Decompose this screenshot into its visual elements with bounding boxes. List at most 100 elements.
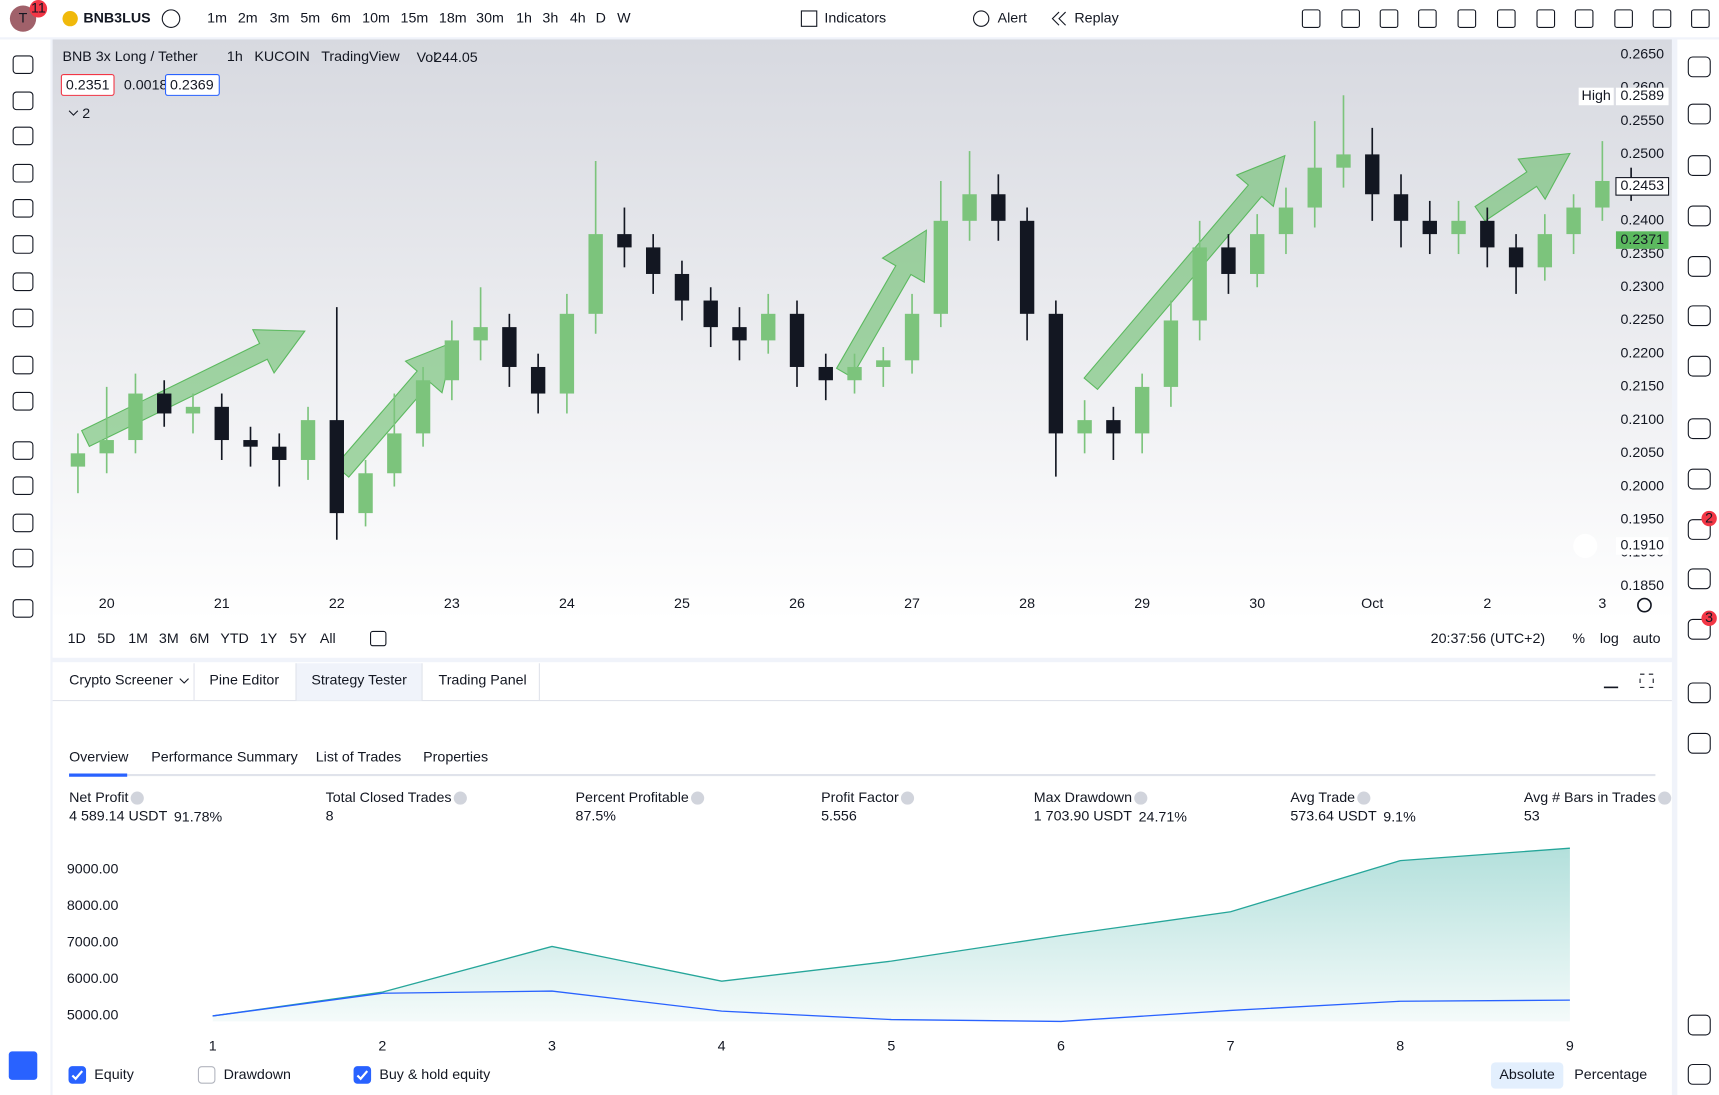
legend-toggle[interactable]: Buy & hold equity <box>379 1067 491 1083</box>
interval[interactable]: 3m <box>270 10 290 26</box>
interval[interactable]: 1m <box>207 10 227 26</box>
drawing-tool[interactable] <box>1379 9 1399 28</box>
tool-icon[interactable] <box>12 272 34 292</box>
settings-gear[interactable] <box>1637 597 1652 613</box>
range-button[interactable]: YTD <box>220 631 249 647</box>
maximize[interactable] <box>1639 673 1654 688</box>
interval[interactable]: 18m <box>439 10 467 26</box>
sub-tab[interactable]: Performance Summary <box>151 749 298 765</box>
interval[interactable]: W <box>617 10 631 26</box>
drawing-tool[interactable] <box>1341 9 1360 28</box>
checkbox[interactable] <box>68 1066 87 1084</box>
drawing-tool[interactable] <box>1574 9 1594 28</box>
ask[interactable]: 0.2369 <box>170 77 214 93</box>
bid[interactable]: 0.2351 <box>66 77 110 93</box>
drawing-tool[interactable] <box>1301 9 1321 28</box>
tool-icon[interactable] <box>12 599 34 618</box>
add-symbol[interactable] <box>161 9 181 28</box>
interval[interactable]: 6m <box>331 10 351 26</box>
symbol[interactable]: BNB3LUS <box>83 10 150 26</box>
tool-icon[interactable] <box>12 513 34 533</box>
tool-icon[interactable] <box>12 308 34 328</box>
range-button[interactable]: 6M <box>190 631 210 647</box>
legend-toggle[interactable]: Equity <box>94 1067 134 1083</box>
range-button[interactable]: 1Y <box>260 631 278 647</box>
metric-label: Percent Profitable <box>576 790 689 806</box>
drawing-tool[interactable] <box>1691 9 1710 28</box>
mode-button[interactable]: Percentage <box>1574 1067 1647 1083</box>
side-icon[interactable] <box>1687 418 1711 440</box>
side-icon[interactable] <box>1687 468 1711 490</box>
interval[interactable]: 30m <box>476 10 504 26</box>
side-icon[interactable] <box>1687 1014 1711 1036</box>
range-button[interactable]: 5Y <box>289 631 307 647</box>
side-icon[interactable] <box>1687 568 1711 590</box>
tool-icon[interactable] <box>12 235 34 254</box>
tool-icon[interactable] <box>12 198 34 218</box>
favorites[interactable] <box>8 1051 38 1080</box>
checkbox[interactable] <box>353 1066 372 1084</box>
mode-active-bg[interactable] <box>1490 1062 1564 1089</box>
date-range-icon[interactable] <box>370 630 387 647</box>
interval[interactable]: 2m <box>238 10 258 26</box>
avatar[interactable] <box>9 5 37 32</box>
drawing-tool[interactable] <box>1457 9 1477 28</box>
side-icon[interactable] <box>1687 56 1711 78</box>
side-icon[interactable] <box>1687 103 1711 125</box>
drawing-tool[interactable] <box>1536 9 1556 28</box>
tool-icon[interactable] <box>12 163 34 183</box>
side-icon[interactable] <box>1687 255 1711 277</box>
range-button[interactable]: 1M <box>128 631 148 647</box>
interval[interactable]: 3h <box>542 10 558 26</box>
drawing-tool[interactable] <box>1496 9 1516 28</box>
interval[interactable]: 4h <box>570 10 586 26</box>
side-icon[interactable] <box>1687 682 1711 704</box>
indicators-button[interactable]: Indicators <box>824 10 886 26</box>
range-button[interactable]: All <box>320 631 336 647</box>
interval[interactable]: 5m <box>300 10 320 26</box>
interval[interactable]: 10m <box>362 10 390 26</box>
side-icon[interactable] <box>1687 155 1711 176</box>
legend-toggle[interactable]: Drawdown <box>224 1067 291 1083</box>
side-icon[interactable] <box>1687 732 1711 754</box>
panel-tab[interactable]: Crypto Screener <box>69 673 173 689</box>
side-icon[interactable] <box>1687 519 1711 540</box>
interval[interactable]: 1h <box>516 10 532 26</box>
collapse-chevron[interactable] <box>68 110 79 116</box>
range-button[interactable]: 5D <box>97 631 115 647</box>
tool-icon[interactable] <box>12 355 34 375</box>
tool-icon[interactable] <box>12 126 34 146</box>
scroll-button[interactable] <box>1573 533 1598 559</box>
side-icon[interactable] <box>1687 305 1711 327</box>
tool-icon[interactable] <box>12 548 34 568</box>
replay-button[interactable]: Replay <box>1074 10 1119 26</box>
panel-tab[interactable]: Trading Panel <box>439 673 527 689</box>
sub-tab[interactable]: Overview <box>69 749 129 765</box>
axis-option[interactable]: auto <box>1633 631 1661 647</box>
alert-button[interactable]: Alert <box>998 10 1027 26</box>
tool-icon[interactable] <box>12 55 34 75</box>
tool-icon[interactable] <box>12 91 34 111</box>
axis-option[interactable]: % <box>1572 631 1585 647</box>
panel-tab[interactable]: Strategy Tester <box>311 673 407 689</box>
tool-icon[interactable] <box>12 441 34 460</box>
checkbox[interactable] <box>197 1066 216 1084</box>
interval[interactable]: 15m <box>401 10 429 26</box>
range-button[interactable]: 1D <box>68 631 86 647</box>
drawing-tool[interactable] <box>1614 9 1633 28</box>
side-icon[interactable] <box>1687 1063 1711 1085</box>
range-button[interactable]: 3M <box>159 631 179 647</box>
tool-icon[interactable] <box>12 476 34 495</box>
interval[interactable]: D <box>596 10 606 26</box>
mode-button[interactable]: Absolute <box>1499 1067 1555 1083</box>
side-icon[interactable] <box>1687 618 1711 640</box>
drawing-tool[interactable] <box>1418 9 1437 28</box>
tool-icon[interactable] <box>12 391 34 411</box>
axis-option[interactable]: log <box>1600 631 1619 647</box>
drawing-tool[interactable] <box>1652 9 1672 28</box>
panel-tab[interactable]: Pine Editor <box>209 673 279 689</box>
side-icon[interactable] <box>1687 355 1711 377</box>
sub-tab[interactable]: List of Trades <box>316 749 402 765</box>
side-icon[interactable] <box>1687 205 1711 227</box>
sub-tab[interactable]: Properties <box>423 749 488 765</box>
